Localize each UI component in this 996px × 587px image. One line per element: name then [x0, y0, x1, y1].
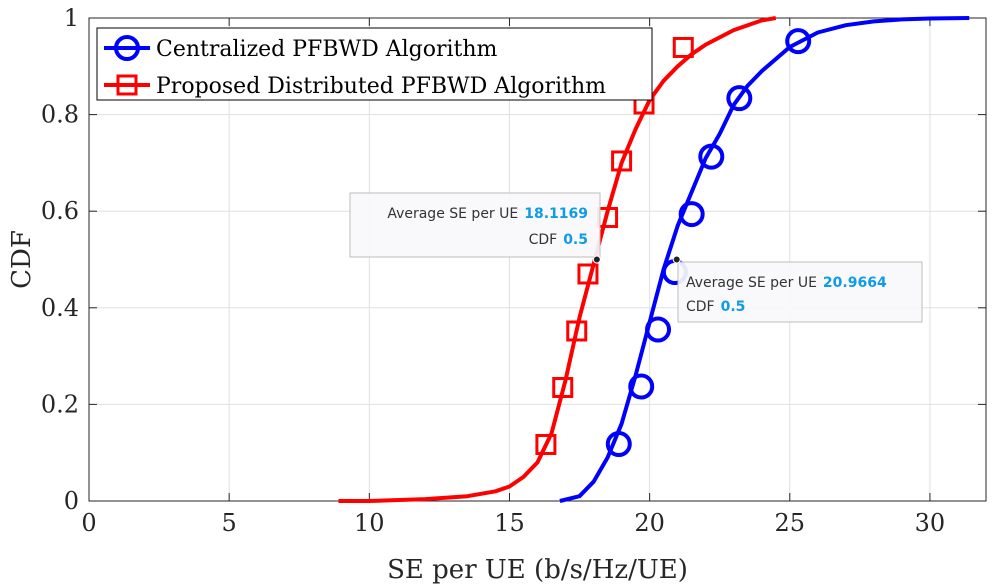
series-centralized — [559, 16, 970, 503]
axis-ticks: 0 5 10 15 20 25 30 0 0.2 0.4 0.6 0.8 1 — [41, 4, 986, 537]
legend-circle-marker — [114, 35, 140, 61]
x-tick-label: 5 — [222, 509, 237, 537]
square-marker — [552, 376, 574, 398]
y-tick-label: 1 — [64, 4, 79, 32]
data-tip-label: CDF — [686, 299, 715, 315]
data-tip: Average SE per UE 18.1169 CDF 0.5 — [349, 192, 601, 264]
data-tip-line: Average SE per UE 18.1169 — [387, 206, 588, 222]
data-tip-value: 20.9664 — [823, 275, 887, 291]
data-tip-point — [672, 255, 681, 264]
data-tip-line: CDF 0.5 — [686, 299, 745, 315]
y-tick-label: 0 — [64, 487, 79, 515]
circle-marker — [605, 431, 632, 458]
data-tip: Average SE per UE 20.9664 CDF 0.5 — [672, 255, 923, 323]
legend-box — [96, 27, 653, 101]
data-tip-value: 18.1169 — [524, 206, 588, 222]
square-marker — [566, 320, 588, 342]
y-tick-label: 0.4 — [41, 294, 79, 322]
x-tick-label: 20 — [634, 509, 665, 537]
y-tick-label: 0.6 — [41, 197, 79, 225]
circle-marker — [678, 201, 705, 228]
legend-square-marker — [116, 74, 138, 96]
legend: Centralized PFBWD Algorithm Proposed Dist… — [96, 27, 653, 101]
data-tip-box — [677, 261, 923, 323]
square-marker — [535, 433, 557, 455]
y-axis-title: CDF — [7, 230, 37, 289]
data-tip-value: 0.5 — [563, 232, 588, 248]
plot-area-frame — [88, 17, 987, 502]
data-tip-value: 0.5 — [721, 299, 746, 315]
circle-marker — [726, 85, 753, 112]
series-lines — [338, 16, 970, 503]
data-tip-label: Average SE per UE — [387, 206, 518, 222]
x-tick-label: 0 — [81, 509, 96, 537]
circle-marker — [645, 316, 672, 343]
square-marker — [611, 150, 633, 172]
legend-item: Proposed Distributed PFBWD Algorithm — [104, 74, 606, 99]
circle-marker — [785, 28, 812, 55]
data-tip-line: CDF 0.5 — [529, 232, 588, 248]
circle-marker — [628, 373, 655, 400]
legend-item: Centralized PFBWD Algorithm — [104, 35, 498, 62]
circle-marker — [698, 143, 725, 170]
data-tip-label: Average SE per UE — [686, 275, 817, 291]
square-marker — [672, 36, 694, 58]
x-tick-label: 25 — [775, 509, 806, 537]
y-tick-label: 0.8 — [41, 101, 79, 129]
legend-label: Centralized PFBWD Algorithm — [156, 37, 498, 62]
x-tick-label: 10 — [354, 509, 385, 537]
data-tip-point — [592, 255, 601, 264]
data-tip-label: CDF — [529, 232, 558, 248]
square-marker — [577, 263, 599, 285]
x-tick-label: 30 — [915, 509, 946, 537]
y-tick-label: 0.2 — [41, 390, 79, 418]
legend-label: Proposed Distributed PFBWD Algorithm — [156, 74, 606, 99]
x-tick-label: 15 — [494, 509, 525, 537]
data-tip-line: Average SE per UE 20.9664 — [686, 275, 887, 291]
data-tip-box — [349, 192, 601, 258]
x-axis-title: SE per UE (b/s/Hz/UE) — [387, 555, 688, 585]
